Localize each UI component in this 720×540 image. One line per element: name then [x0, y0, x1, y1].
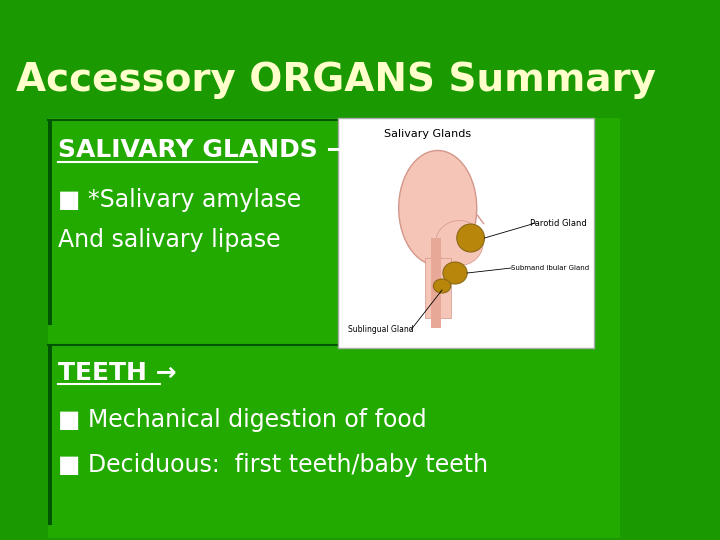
Ellipse shape — [456, 224, 485, 252]
Text: TEETH →: TEETH → — [58, 361, 176, 385]
FancyArrowPatch shape — [477, 215, 484, 224]
Bar — [48, 118, 620, 538]
Bar — [338, 118, 594, 348]
Text: Accessory ORGANS Summary: Accessory ORGANS Summary — [16, 61, 656, 99]
Bar — [431, 238, 441, 328]
Bar — [48, 120, 52, 325]
Text: Parotid Gland: Parotid Gland — [530, 219, 587, 227]
Ellipse shape — [443, 262, 467, 284]
Text: SALIVARY GLANDS →: SALIVARY GLANDS → — [58, 138, 348, 162]
Ellipse shape — [399, 151, 477, 266]
Text: Submand ibular Gland: Submand ibular Gland — [511, 265, 590, 271]
Text: And salivary lipase: And salivary lipase — [58, 228, 281, 252]
Text: Sublingual Gland: Sublingual Gland — [348, 326, 414, 334]
Text: ■ *Salivary amylase: ■ *Salivary amylase — [58, 188, 302, 212]
Bar — [48, 345, 52, 525]
Ellipse shape — [436, 220, 483, 266]
Text: Salivary Glands: Salivary Glands — [384, 129, 471, 139]
Text: ■ Mechanical digestion of food: ■ Mechanical digestion of food — [58, 408, 427, 432]
Ellipse shape — [433, 279, 451, 293]
Bar — [425, 258, 451, 318]
Text: ■ Deciduous:  first teeth/baby teeth: ■ Deciduous: first teeth/baby teeth — [58, 453, 488, 477]
